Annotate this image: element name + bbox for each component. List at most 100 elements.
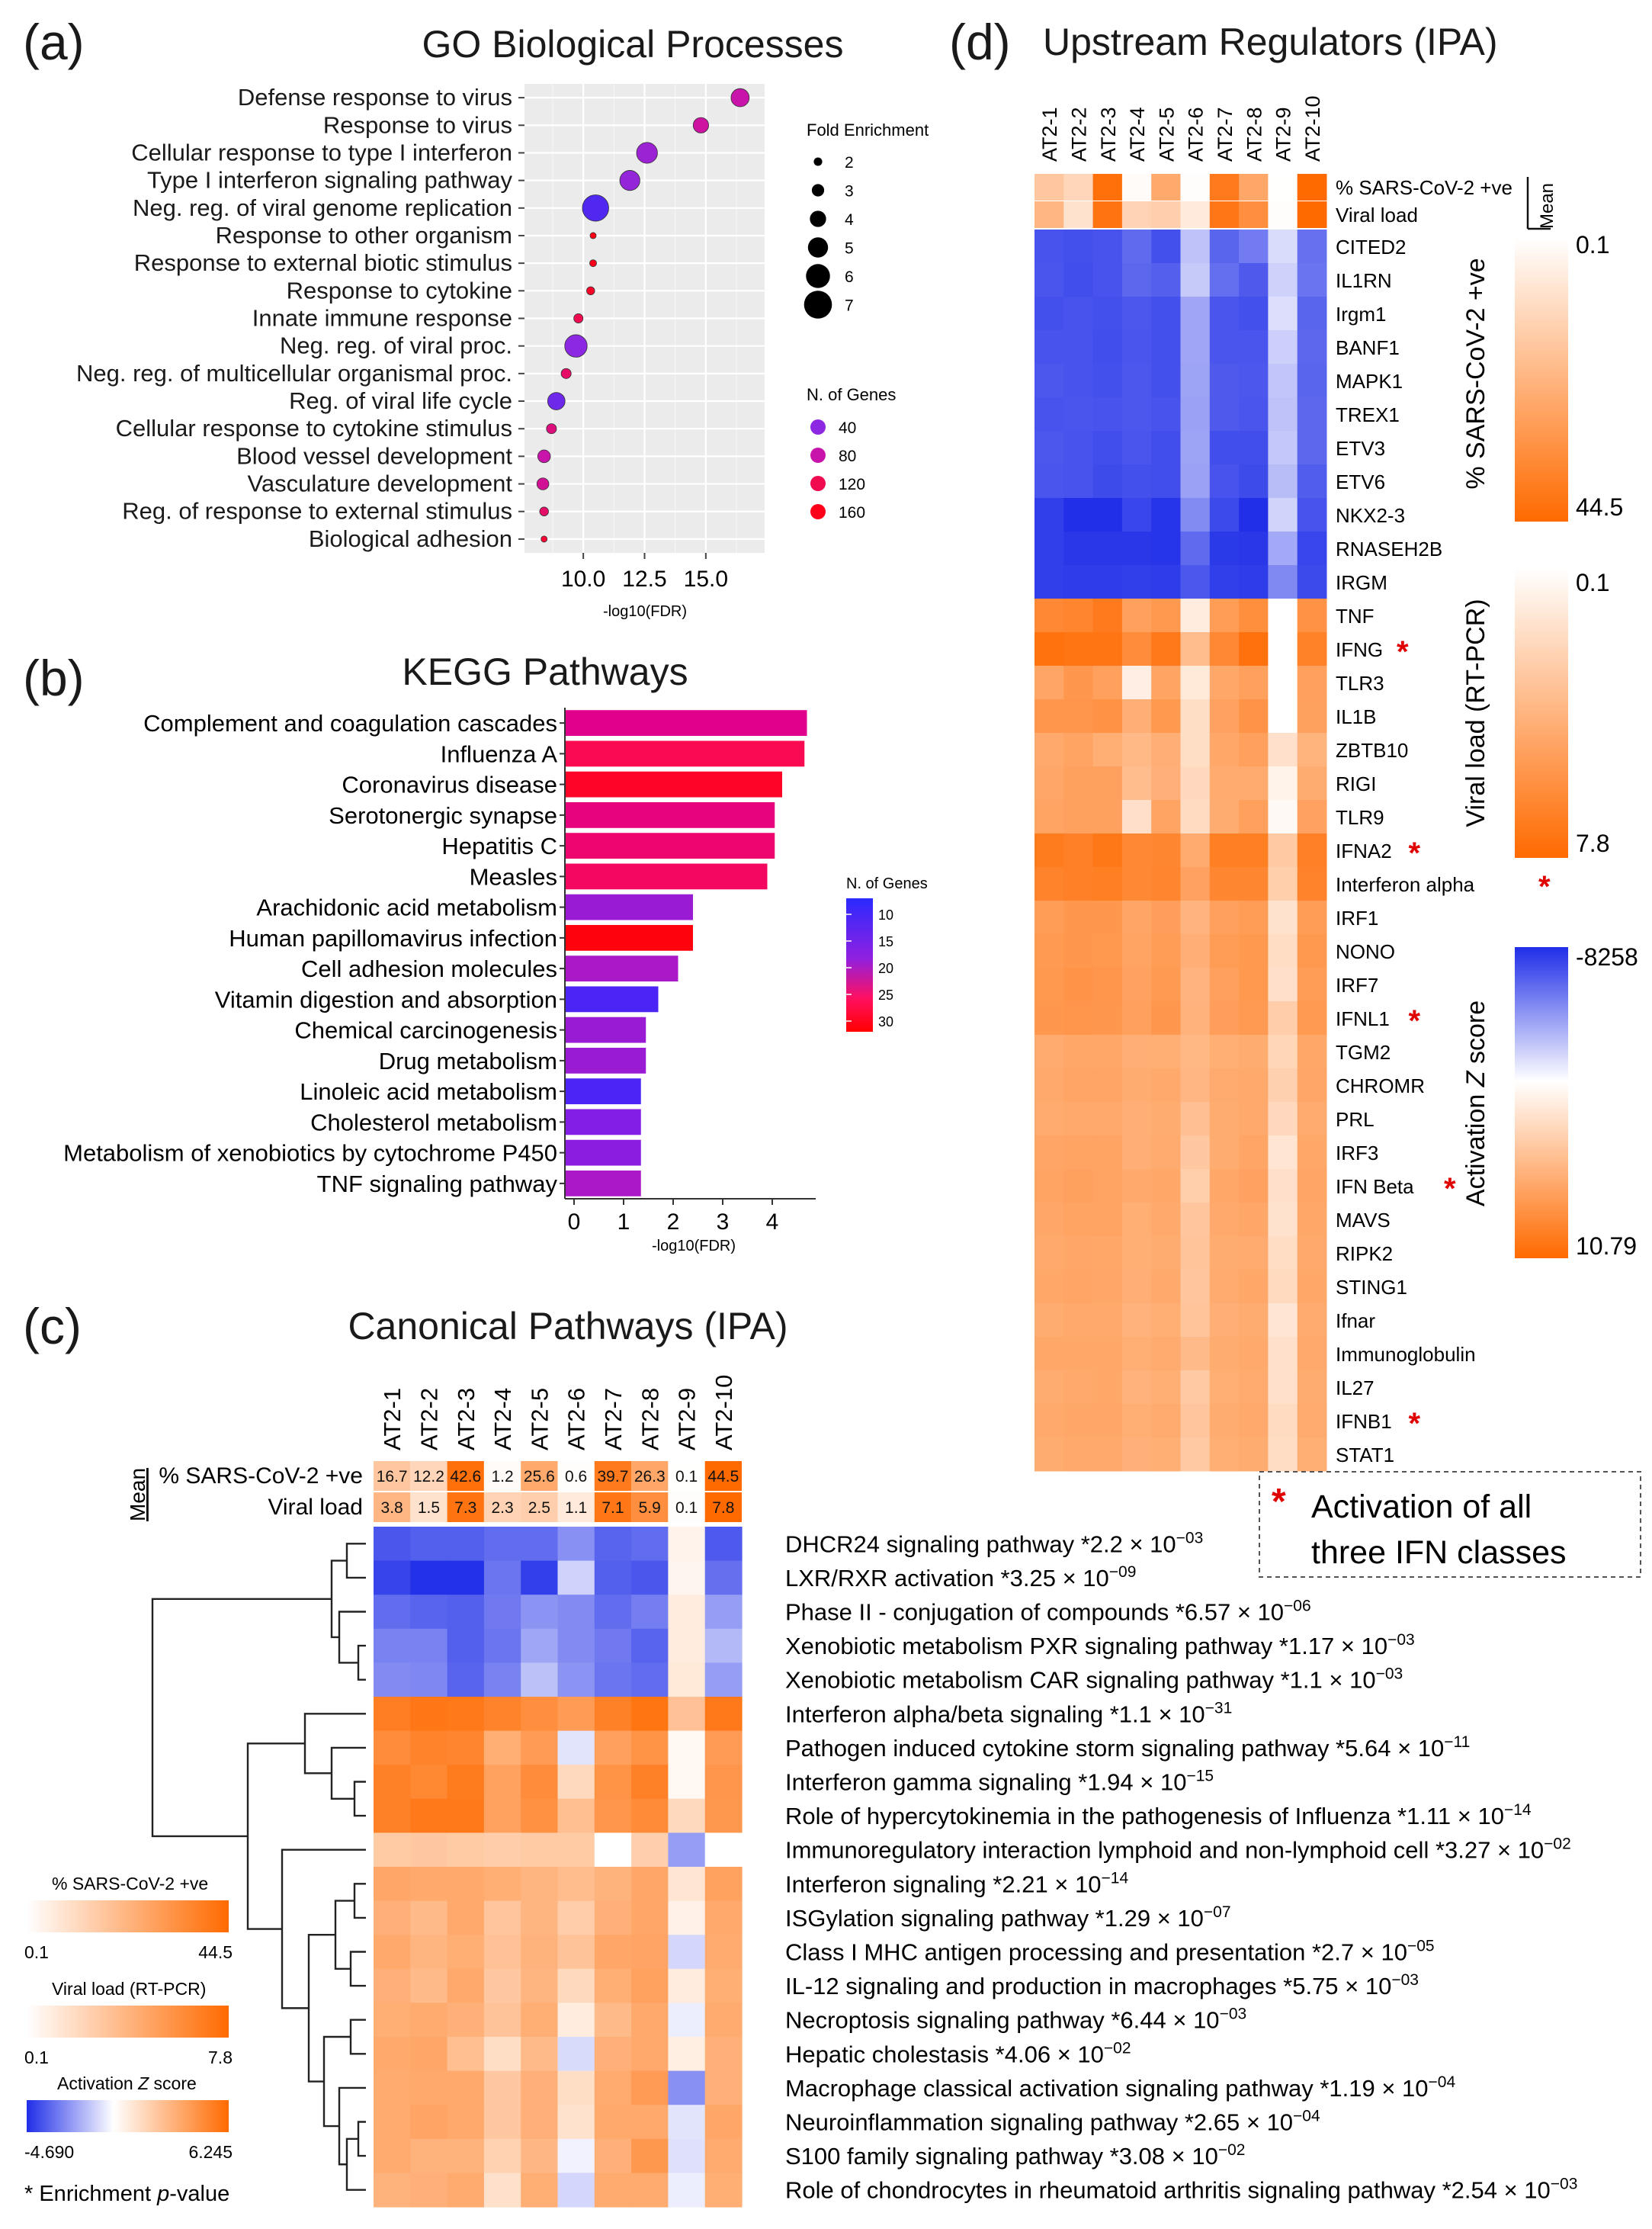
cp-cell [374, 1697, 411, 1732]
ur-cell [1151, 431, 1181, 465]
cp-cell [704, 1595, 743, 1630]
go-legend-size-label: 5 [845, 240, 854, 258]
cp-column-header: AT2-4 [489, 1388, 516, 1450]
ur-cell [1239, 1102, 1269, 1136]
ur-cell [1239, 733, 1269, 767]
go-point [537, 449, 551, 464]
ur-cell [1121, 599, 1152, 633]
kegg-legend-tick-label: 20 [878, 961, 893, 976]
cp-cell [668, 1765, 706, 1800]
cp-cell [410, 1560, 448, 1595]
ur-cell [1063, 733, 1094, 767]
go-x-tick-label: 12.5 [622, 567, 666, 592]
kegg-legend: N. of Genes 10 15 20 25 30 [846, 875, 928, 1032]
ur-cell [1121, 1169, 1152, 1203]
cp-row-label-exponent: −02 [1544, 1836, 1571, 1853]
cp-row-label: S100 family signaling pathway *3.08 × 10… [785, 2141, 1245, 2170]
ur-cell [1209, 565, 1240, 599]
cp-cell [410, 1935, 448, 1970]
cp-top-cell [704, 1492, 742, 1522]
cp-legend-z-title: Activation Z score [57, 2073, 197, 2093]
cp-cell [447, 1595, 485, 1630]
ur-cell [1180, 1337, 1211, 1371]
ur-cell [1063, 1035, 1094, 1069]
cp-cell [557, 1798, 595, 1833]
ur-cell [1121, 968, 1152, 1002]
go-legend-size-items: 2 3 4 5 6 7 [804, 154, 854, 319]
cp-cell [704, 1798, 743, 1833]
ur-row-label: IL1B [1336, 705, 1377, 728]
ur-cell [1151, 934, 1181, 968]
ur-top-cell [1297, 201, 1327, 228]
ur-cell [1239, 431, 1269, 465]
ur-cell [1297, 1001, 1327, 1036]
ur-cell [1239, 1001, 1269, 1036]
cp-legend-pct-bar [27, 1900, 229, 1932]
cp-cell [704, 1560, 743, 1595]
ur-top-cell [1239, 201, 1269, 228]
cp-cell [704, 1697, 743, 1732]
cp-cell [704, 1832, 743, 1868]
ur-cell [1297, 699, 1327, 734]
ur-cell [1209, 666, 1240, 700]
ur-row-label: Ifnar [1336, 1309, 1375, 1332]
cp-cell [594, 1730, 632, 1765]
cp-row-label-text: Role of hypercytokinemia in the pathogen… [785, 1803, 1504, 1829]
cp-cell [557, 1697, 595, 1732]
ur-cell [1092, 1270, 1123, 1304]
ur-legend-pct-bar [1515, 238, 1568, 522]
ur-cell [1297, 1437, 1327, 1472]
ur-cell [1092, 431, 1123, 465]
ur-cell [1239, 800, 1269, 834]
ur-legend-z-max: 10.79 [1576, 1232, 1637, 1260]
ur-cell [1035, 431, 1064, 465]
cp-legend-pct-max: 44.5 [198, 1942, 233, 1962]
ur-cell [1268, 1135, 1298, 1170]
ur-cell [1297, 901, 1327, 935]
ur-cell [1297, 766, 1327, 801]
kegg-bar [566, 956, 678, 982]
ur-cell [1035, 1203, 1064, 1237]
cp-cell [447, 1527, 485, 1562]
ur-cell [1239, 464, 1269, 499]
ur-cell [1151, 968, 1181, 1002]
cp-cell [410, 2173, 448, 2208]
cp-row-label-exponent: −02 [1218, 2141, 1246, 2159]
kegg-category-label: Cell adhesion molecules [301, 956, 557, 982]
cp-cell [521, 1968, 559, 2003]
cp-cell [557, 1968, 595, 2003]
go-chart-title: GO Biological Processes [422, 23, 843, 66]
go-legend: Fold Enrichment 2 3 4 5 6 7 N. of Genes 40 80 1… [804, 120, 929, 522]
cp-cell [447, 1730, 485, 1765]
ur-cell [1151, 565, 1181, 599]
cp-cell [447, 1560, 485, 1595]
cp-cell [521, 2003, 559, 2038]
ur-cell [1180, 364, 1211, 398]
cp-legend-vl-max: 7.8 [208, 2048, 233, 2067]
ur-cell [1268, 397, 1298, 432]
ur-cell [1092, 1203, 1123, 1237]
cp-cell [668, 1662, 706, 1697]
go-category-label: Neg. reg. of multicellular organismal pr… [76, 360, 512, 387]
ur-cell [1035, 1370, 1064, 1405]
ur-cell [1121, 666, 1152, 700]
ur-cell [1297, 565, 1327, 599]
go-point [589, 232, 597, 239]
ur-cell [1268, 1337, 1298, 1371]
ur-cell [1180, 599, 1211, 633]
kegg-category-label: TNF signaling pathway [317, 1171, 558, 1197]
ur-cell [1209, 1337, 1240, 1371]
cp-cell [447, 1697, 485, 1732]
cp-cell [704, 1935, 743, 1970]
cp-row-label: Hepatic cholestasis *4.06 × 10−02 [785, 2039, 1131, 2067]
ur-cell [1239, 599, 1269, 633]
kegg-legend-tick-label: 25 [878, 988, 893, 1003]
ur-cell [1239, 934, 1269, 968]
cp-cell [521, 1527, 559, 1562]
cp-cell [447, 2138, 485, 2173]
ur-cell [1268, 699, 1298, 734]
cp-row-label-text: Hepatic cholestasis *4.06 × 10 [785, 2041, 1104, 2067]
cp-cell [557, 1867, 595, 1902]
cp-cell [668, 1595, 706, 1630]
kegg-bar [566, 1109, 641, 1135]
